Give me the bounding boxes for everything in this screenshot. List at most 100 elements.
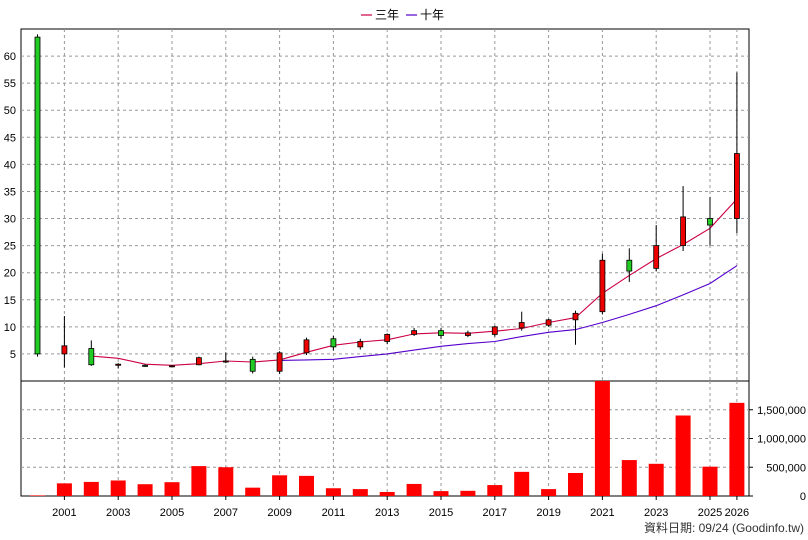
candle-body: [249, 358, 256, 372]
candle-2021: [599, 253, 606, 315]
year-tick-label: 2001: [52, 507, 76, 519]
price-tick-label: 50: [4, 105, 16, 117]
candle-2023: [653, 225, 660, 272]
candle-body: [464, 332, 471, 336]
price-tick-label: 35: [4, 186, 16, 198]
volume-bar-2011: [325, 488, 341, 496]
year-tick-label: 2025: [698, 507, 722, 519]
candle-2005: [169, 365, 175, 368]
year-tick-label: 2007: [214, 507, 238, 519]
year-tick-label: 2021: [590, 507, 614, 519]
volume-bar-2002: [83, 481, 99, 496]
volume-bar-2000: [30, 495, 45, 496]
year-tick-label: 2005: [160, 507, 184, 519]
candle-body: [680, 216, 686, 247]
legend-label-ten-year: 十年: [420, 8, 444, 22]
volume-bar-2007: [218, 467, 234, 496]
volume-tick-label: 1,000,000: [757, 434, 806, 446]
year-tick-label: 2013: [375, 507, 399, 519]
price-tick-label: 20: [4, 268, 16, 280]
year-tick-label: 2019: [536, 507, 560, 519]
candle-body: [707, 218, 713, 226]
legend: 三年 十年: [361, 8, 444, 22]
volume-bar-2012: [352, 489, 368, 496]
volume-bar-2005: [164, 482, 180, 496]
volume-bar-2025: [702, 466, 718, 496]
volume-bar-2006: [191, 466, 207, 496]
volume-bar-2003: [110, 480, 126, 496]
candle-2018: [518, 311, 525, 331]
candle-2025: [707, 196, 713, 246]
candle-2024: [680, 186, 686, 252]
volume-bar-2016: [460, 490, 476, 496]
year-tick-label: 2009: [267, 507, 291, 519]
price-tick-label: 15: [4, 295, 16, 307]
candle-2010: [303, 337, 310, 356]
candle-body: [518, 322, 525, 329]
candle-2006: [195, 356, 202, 366]
price-panel-frame: [20, 28, 750, 382]
candle-body: [195, 357, 202, 366]
volume-tick-label: 1,500,000: [757, 405, 806, 417]
candle-2012: [357, 338, 364, 350]
volume-bar-2019: [541, 489, 557, 496]
year-tick-label: 2017: [483, 507, 507, 519]
candle-2002: [88, 340, 95, 366]
volume-tick-label: 500,000: [766, 462, 806, 474]
candle-2007: [222, 352, 229, 364]
candle-body: [572, 312, 579, 321]
candle-2020: [572, 310, 579, 345]
price-tick-label: 45: [4, 132, 16, 144]
candle-body: [88, 348, 95, 366]
volume-bar-2023: [648, 463, 664, 496]
candle-body: [357, 341, 364, 348]
volume-bar-2015: [433, 491, 449, 496]
price-tick-label: 10: [4, 322, 16, 334]
candle-2009: [276, 351, 283, 374]
year-tick-label: 2003: [106, 507, 130, 519]
candle-2014: [411, 327, 418, 337]
price-grid: [21, 29, 749, 381]
candle-2000: [34, 34, 41, 357]
year-tick-label: 2015: [429, 507, 453, 519]
candle-body: [61, 345, 68, 355]
data-date-note: 資料日期: 09/24 (Goodinfo.tw): [644, 521, 804, 535]
candle-2003: [115, 363, 122, 369]
candle-body: [734, 153, 740, 219]
volume-bar-2013: [379, 491, 395, 496]
volume-bar-2017: [487, 485, 503, 496]
volume-bar-2004: [137, 484, 153, 496]
candle-body: [653, 245, 660, 269]
volume-bar-2010: [299, 475, 314, 496]
year-tick-label: 2023: [644, 507, 668, 519]
candle-body: [599, 259, 606, 313]
candle-2015: [438, 327, 444, 339]
volume-bar-2024: [675, 415, 691, 496]
candle-2001: [61, 316, 68, 368]
candle-body: [169, 365, 175, 368]
price-tick-label: 55: [4, 78, 16, 90]
candle-body: [34, 36, 41, 355]
year-axis-ticks: 2001 2003 2005 2007 2009 2011 2013 2015 2017 2019…: [52, 496, 749, 519]
year-tick-label: 2011: [322, 507, 346, 519]
price-tick-label: 30: [4, 214, 16, 226]
price-tick-label: 25: [4, 241, 16, 253]
price-tick-label: 5: [10, 349, 16, 361]
candle-2019: [545, 318, 552, 327]
volume-bar-2026: [729, 402, 745, 496]
volume-bar-2014: [406, 483, 422, 496]
price-tick-label: 60: [4, 51, 16, 63]
volume-bar-2001: [56, 483, 72, 496]
volume-bar-2008: [245, 487, 261, 496]
candle-body: [276, 352, 283, 372]
candle-body: [115, 363, 122, 366]
volume-axis-ticks: 0 500,000 1,000,000 1,500,000: [749, 405, 806, 503]
candle-2008: [249, 356, 256, 374]
candle-body: [384, 334, 391, 342]
volume-bar-2020: [568, 473, 583, 496]
candle-2022: [626, 248, 633, 282]
candle-2011: [330, 336, 337, 351]
candle-body: [142, 364, 149, 367]
candle-body: [411, 330, 418, 335]
